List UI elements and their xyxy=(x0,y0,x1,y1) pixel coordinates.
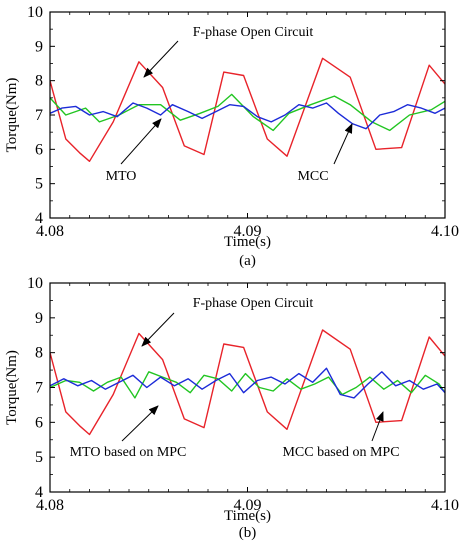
annotation-arrow xyxy=(141,312,175,347)
chart-panel-b: 4 5 6 7 8 9 10 4.08 4.09 4.10 Time(s) Torque(Nm) F-p… xyxy=(4,275,459,541)
annotation-label: MCC based on MPC xyxy=(282,445,399,460)
x-tick-label: 4.08 xyxy=(36,497,64,514)
plot-frame xyxy=(49,11,446,219)
y-tick-label: 4 xyxy=(35,210,43,227)
y-tick-label: 4 xyxy=(35,484,43,501)
y-tick-label: 8 xyxy=(35,345,43,362)
series-line-0 xyxy=(50,57,445,163)
annotation-label: MTO based on MPC xyxy=(70,445,187,460)
series-line-1 xyxy=(50,371,445,399)
x-axis-label: Time(s) xyxy=(224,508,271,524)
y-tick-label: 8 xyxy=(35,73,43,90)
y-tick-label: 9 xyxy=(35,310,43,327)
series-line-1 xyxy=(50,93,445,132)
x-axis-label: Time(s) xyxy=(224,234,271,250)
x-tick-label: 4.10 xyxy=(431,497,459,514)
series-line-0 xyxy=(50,329,445,436)
annotation-arrow xyxy=(121,405,159,442)
annotation-label: MCC xyxy=(297,169,328,184)
x-tick-label: 4.08 xyxy=(36,223,64,240)
y-tick-label: 10 xyxy=(27,275,43,292)
y-tick-label: 9 xyxy=(35,38,43,55)
x-tick-label: 4.09 xyxy=(234,497,262,514)
y-tick-label: 6 xyxy=(35,414,43,431)
annotation-arrow xyxy=(143,40,179,78)
chart-panel-a: 4 5 6 7 8 9 10 4.08 4.09 4.10 Time(s) Torque(Nm) F-p… xyxy=(4,4,459,269)
y-tick-label: 5 xyxy=(35,449,43,466)
series-line-2 xyxy=(50,102,445,130)
annotation-arrow xyxy=(371,411,384,442)
annotation-label: MTO xyxy=(106,169,137,184)
annotation-arrow xyxy=(120,118,162,165)
y-tick-label: 5 xyxy=(35,176,43,193)
y-tick-label: 10 xyxy=(27,4,43,21)
panel-label: (a) xyxy=(239,253,256,269)
y-tick-label: 7 xyxy=(35,380,43,397)
series-line-2 xyxy=(50,367,445,399)
y-axis-label: Torque(Nm) xyxy=(4,350,20,425)
y-tick-label: 6 xyxy=(35,141,43,158)
annotation-label: F-phase Open Circuit xyxy=(193,296,314,311)
y-axis-label: Torque(Nm) xyxy=(4,78,20,153)
annotation-arrow xyxy=(333,123,353,165)
y-tick-label: 7 xyxy=(35,107,43,124)
panel-label: (b) xyxy=(239,525,257,541)
x-tick-label: 4.09 xyxy=(234,223,262,240)
annotation-label: F-phase Open Circuit xyxy=(193,25,314,40)
x-tick-label: 4.10 xyxy=(431,223,459,240)
